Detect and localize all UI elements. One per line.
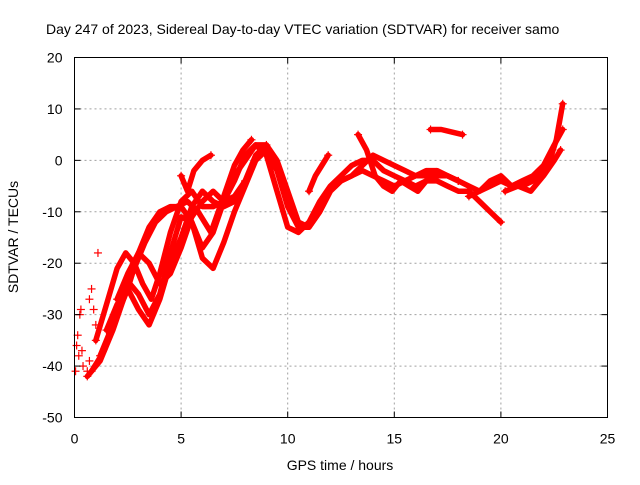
data-point-marker (96, 351, 105, 360)
data-point-marker (354, 130, 363, 139)
series-trace-3 (93, 142, 462, 344)
y-tick-label: 20 (47, 50, 63, 66)
scatter-point (83, 367, 92, 376)
series-trace-6 (114, 178, 248, 302)
data-point-marker (464, 192, 473, 201)
x-tick-label: 10 (280, 431, 296, 447)
plot-frame (74, 57, 608, 418)
scatter-point (85, 356, 94, 365)
data-point-marker (247, 135, 256, 144)
x-axis-label: GPS time / hours (287, 457, 394, 473)
data-point-marker (558, 99, 567, 108)
y-tick-label: 10 (47, 101, 63, 117)
x-tick-label: 0 (71, 431, 79, 447)
data-point-marker (496, 218, 505, 227)
y-tick-label: -10 (42, 204, 62, 220)
x-tick-label: 5 (177, 431, 185, 447)
data-point-marker (305, 187, 314, 196)
series-trace-10 (306, 152, 331, 194)
y-tick-label: -50 (42, 410, 62, 426)
scatter-point (72, 341, 81, 350)
x-tick-label: 15 (387, 431, 403, 447)
series-trace-5 (103, 126, 566, 333)
data-point-marker (501, 187, 510, 196)
data-point-marker (458, 130, 467, 139)
data-point-marker (324, 151, 333, 160)
y-tick-label: 0 (55, 152, 63, 168)
data-point-marker (241, 176, 250, 185)
scatter-point (91, 320, 100, 329)
y-tick-label: -40 (42, 358, 62, 374)
scatter-point (76, 305, 85, 314)
scatter-point (71, 367, 80, 376)
x-tick-label: 25 (600, 431, 616, 447)
scatter-point (77, 346, 86, 355)
trace-layer (83, 99, 567, 381)
series-trace-4 (97, 147, 504, 359)
series-trace-11 (178, 152, 214, 194)
scatter-point (73, 331, 82, 340)
data-point-marker (556, 146, 565, 155)
data-point-marker (113, 295, 122, 304)
scatter-point (93, 248, 102, 257)
series-trace-9 (427, 126, 466, 138)
y-axis-label: SDTVAR / TECUs (5, 181, 21, 293)
data-point-marker (426, 125, 435, 134)
x-tick-label: 20 (493, 431, 509, 447)
scatter-point (89, 305, 98, 314)
series-trace-12 (502, 147, 564, 194)
y-tick-label: -30 (42, 307, 62, 323)
series-trace-7 (355, 131, 462, 194)
scatter-point (87, 284, 96, 293)
scatter-point (74, 351, 83, 360)
scatter-point (85, 295, 94, 304)
data-point-marker (177, 171, 186, 180)
chart-title: Day 247 of 2023, Sidereal Day-to-day VTE… (46, 21, 559, 37)
data-point-marker (206, 151, 215, 160)
grid-layer (74, 57, 608, 418)
y-tick-label: -20 (42, 255, 62, 271)
data-point-marker (102, 326, 111, 335)
data-point-marker (454, 176, 463, 185)
tick-layer: 0 5 10 15 20 25 -50 -40 -30 -20 -10 0 10 20 (42, 50, 615, 447)
data-point-marker (91, 336, 100, 345)
